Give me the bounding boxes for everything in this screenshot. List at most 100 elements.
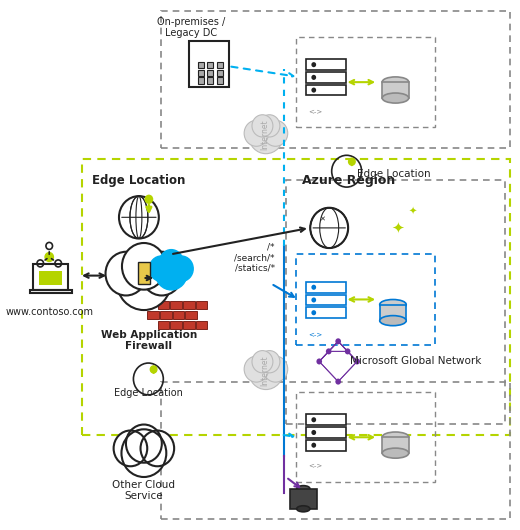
Bar xyxy=(217,69,223,76)
FancyArrowPatch shape xyxy=(288,479,299,487)
Bar xyxy=(217,62,223,68)
Circle shape xyxy=(263,120,288,146)
FancyArrowPatch shape xyxy=(340,364,355,379)
Circle shape xyxy=(106,252,147,296)
Bar xyxy=(306,440,346,450)
Bar xyxy=(296,37,435,127)
Bar xyxy=(198,62,204,68)
Bar xyxy=(189,41,229,87)
FancyArrowPatch shape xyxy=(340,343,346,349)
Bar xyxy=(296,254,435,344)
Text: Azure Region: Azure Region xyxy=(302,173,396,187)
FancyArrowPatch shape xyxy=(321,343,336,359)
Text: /*: /* xyxy=(267,243,275,252)
Circle shape xyxy=(122,429,166,477)
Bar xyxy=(158,301,170,309)
Circle shape xyxy=(244,356,268,382)
Circle shape xyxy=(311,443,316,448)
Circle shape xyxy=(116,252,171,310)
FancyArrowPatch shape xyxy=(350,80,373,84)
Circle shape xyxy=(126,425,162,463)
Ellipse shape xyxy=(382,93,409,103)
Bar xyxy=(290,489,317,509)
Circle shape xyxy=(311,87,316,93)
Ellipse shape xyxy=(380,315,406,325)
FancyArrowPatch shape xyxy=(274,285,294,297)
Bar xyxy=(380,305,406,321)
Circle shape xyxy=(155,256,187,290)
Circle shape xyxy=(311,417,316,422)
FancyArrowPatch shape xyxy=(321,364,336,379)
Bar xyxy=(296,392,435,482)
Bar xyxy=(158,321,170,329)
Bar xyxy=(207,69,213,76)
FancyArrowPatch shape xyxy=(231,67,293,77)
Text: ✦: ✦ xyxy=(392,220,405,235)
FancyArrowPatch shape xyxy=(331,343,336,349)
FancyArrowPatch shape xyxy=(145,276,151,280)
Bar xyxy=(286,180,505,424)
Circle shape xyxy=(354,358,360,365)
Text: Internet: Internet xyxy=(261,356,269,386)
Circle shape xyxy=(150,366,157,373)
Text: Edge Location: Edge Location xyxy=(92,173,186,187)
Text: ✦: ✦ xyxy=(409,207,417,217)
Circle shape xyxy=(345,348,350,355)
Bar xyxy=(306,59,346,70)
Bar xyxy=(198,69,204,76)
Bar xyxy=(30,290,72,293)
FancyArrowPatch shape xyxy=(340,364,355,379)
Ellipse shape xyxy=(382,432,409,442)
Bar xyxy=(82,159,510,435)
Bar xyxy=(217,77,223,84)
FancyArrowPatch shape xyxy=(350,297,373,302)
Bar xyxy=(306,307,346,318)
Text: <->: <-> xyxy=(309,109,323,114)
Circle shape xyxy=(122,243,166,289)
Text: Microsoft Global Network: Microsoft Global Network xyxy=(349,357,481,366)
Text: ✕: ✕ xyxy=(319,217,324,223)
Circle shape xyxy=(335,338,341,344)
Text: www.contoso.com: www.contoso.com xyxy=(5,307,93,317)
Circle shape xyxy=(45,253,54,261)
Bar xyxy=(382,437,409,453)
Bar xyxy=(171,321,182,329)
Circle shape xyxy=(244,120,268,146)
Text: /statics/*: /statics/* xyxy=(235,264,275,273)
Bar xyxy=(196,321,207,329)
Text: Web Application
Firewall: Web Application Firewall xyxy=(101,330,197,351)
Text: <->: <-> xyxy=(309,462,323,468)
Bar xyxy=(183,321,194,329)
Circle shape xyxy=(149,256,173,281)
Circle shape xyxy=(140,430,174,466)
FancyArrowPatch shape xyxy=(321,343,336,359)
FancyArrowPatch shape xyxy=(340,343,346,349)
Circle shape xyxy=(259,351,280,373)
FancyArrowPatch shape xyxy=(283,434,293,438)
Bar xyxy=(148,311,159,319)
Bar xyxy=(306,295,346,305)
Circle shape xyxy=(316,358,322,365)
Bar xyxy=(198,77,204,84)
FancyArrowPatch shape xyxy=(84,273,104,278)
Circle shape xyxy=(114,430,147,466)
FancyArrowPatch shape xyxy=(331,343,336,349)
Bar xyxy=(138,262,150,284)
Circle shape xyxy=(311,75,316,80)
FancyArrowPatch shape xyxy=(350,435,373,439)
Bar xyxy=(207,77,213,84)
Bar xyxy=(382,82,409,98)
Circle shape xyxy=(259,115,280,137)
Text: <->: <-> xyxy=(309,331,323,337)
Circle shape xyxy=(249,352,283,390)
Circle shape xyxy=(311,430,316,435)
Ellipse shape xyxy=(297,485,310,492)
FancyArrowPatch shape xyxy=(51,259,54,260)
Text: Other Cloud
Service: Other Cloud Service xyxy=(112,480,175,501)
FancyArrowPatch shape xyxy=(349,354,355,359)
Circle shape xyxy=(159,250,183,275)
Ellipse shape xyxy=(382,448,409,458)
Bar xyxy=(207,62,213,68)
FancyArrowPatch shape xyxy=(45,259,47,260)
Circle shape xyxy=(249,117,283,154)
